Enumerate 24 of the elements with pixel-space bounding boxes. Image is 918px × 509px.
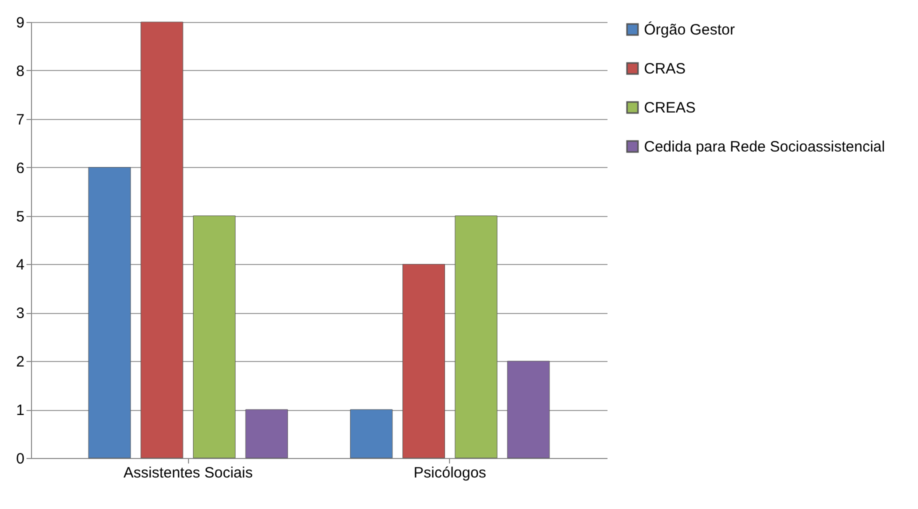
bar [245,409,288,458]
y-tick-label: 4 [16,256,24,274]
legend-label: Órgão Gestor [644,20,735,38]
legend-label: Cedida para Rede Socioassistencial [644,138,885,156]
y-tick-label: 9 [16,14,24,32]
x-tick-label: Assistentes Sociais [123,464,253,482]
bar [350,409,393,458]
y-tick-label: 0 [16,450,24,468]
y-tick-label: 8 [16,62,24,80]
x-tick-label: Psicólogos [414,464,486,482]
bar [507,360,550,458]
legend-label: CRAS [644,60,686,78]
y-tick-label: 5 [16,208,24,226]
bar [140,22,184,458]
bar [88,167,131,458]
bar [193,216,236,458]
bar [454,216,498,458]
y-tick-label: 7 [16,111,24,128]
bar [402,264,445,458]
y-tick-label: 6 [16,160,24,177]
y-tick-label: 1 [16,402,24,420]
y-tick-label: 2 [16,354,24,371]
y-tick-label: 3 [16,305,24,322]
legend-label: CREAS [644,100,696,116]
